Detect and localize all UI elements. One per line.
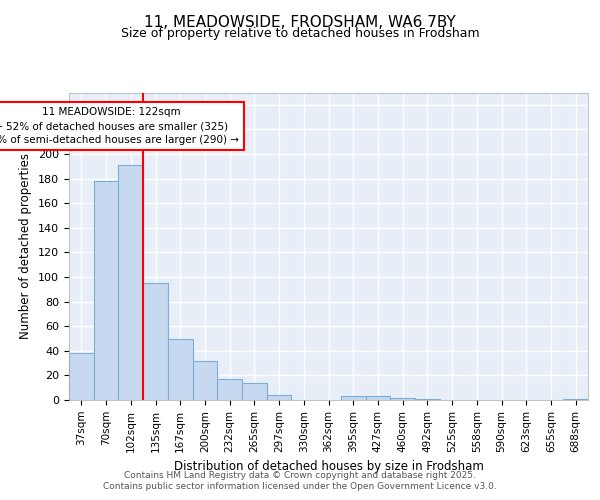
Bar bbox=[143, 283, 168, 400]
Text: Contains HM Land Registry data © Crown copyright and database right 2025.: Contains HM Land Registry data © Crown c… bbox=[124, 471, 476, 480]
Text: 11 MEADOWSIDE: 122sqm
← 52% of detached houses are smaller (325)
46% of semi-det: 11 MEADOWSIDE: 122sqm ← 52% of detached … bbox=[0, 108, 239, 146]
Bar bbox=[341, 396, 365, 400]
Bar bbox=[168, 338, 193, 400]
Bar bbox=[415, 399, 440, 400]
Y-axis label: Number of detached properties: Number of detached properties bbox=[19, 153, 32, 339]
Bar bbox=[94, 181, 118, 400]
Bar bbox=[242, 383, 267, 400]
Bar bbox=[193, 360, 217, 400]
Text: Size of property relative to detached houses in Frodsham: Size of property relative to detached ho… bbox=[121, 28, 479, 40]
Text: Contains public sector information licensed under the Open Government Licence v3: Contains public sector information licen… bbox=[103, 482, 497, 491]
Bar bbox=[365, 396, 390, 400]
Bar bbox=[563, 399, 588, 400]
Bar bbox=[267, 395, 292, 400]
Bar bbox=[217, 379, 242, 400]
X-axis label: Distribution of detached houses by size in Frodsham: Distribution of detached houses by size … bbox=[173, 460, 484, 473]
Bar bbox=[118, 165, 143, 400]
Text: 11, MEADOWSIDE, FRODSHAM, WA6 7BY: 11, MEADOWSIDE, FRODSHAM, WA6 7BY bbox=[144, 15, 456, 30]
Bar bbox=[69, 354, 94, 400]
Bar bbox=[390, 398, 415, 400]
